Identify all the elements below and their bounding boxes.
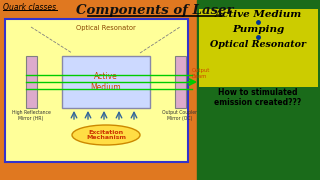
Text: Active Medium: Active Medium	[214, 10, 302, 19]
Text: Output
Beam: Output Beam	[192, 68, 210, 79]
Bar	[5, 19, 188, 162]
Bar	[175, 56, 186, 108]
Text: High Reflectance
Mirror (HR): High Reflectance Mirror (HR)	[12, 110, 51, 121]
Text: Quark classes: Quark classes	[3, 3, 56, 12]
Text: Output Coupler
Mirror (OC): Output Coupler Mirror (OC)	[163, 110, 197, 121]
Text: Optical Resonator: Optical Resonator	[76, 25, 136, 31]
Text: Components of Laser: Components of Laser	[76, 4, 234, 17]
Text: Pumping: Pumping	[232, 25, 284, 34]
Bar	[199, 9, 318, 87]
Text: Optical Resonator: Optical Resonator	[210, 40, 306, 49]
Bar	[26, 56, 37, 108]
Text: How to stimulated
emission created???: How to stimulated emission created???	[214, 88, 302, 107]
Bar	[0, 0, 197, 180]
Text: Active
Medium: Active Medium	[91, 72, 121, 92]
Text: Excitation
Mechanism: Excitation Mechanism	[86, 130, 126, 140]
Bar	[62, 56, 150, 108]
Bar	[197, 0, 320, 180]
Ellipse shape	[72, 125, 140, 145]
